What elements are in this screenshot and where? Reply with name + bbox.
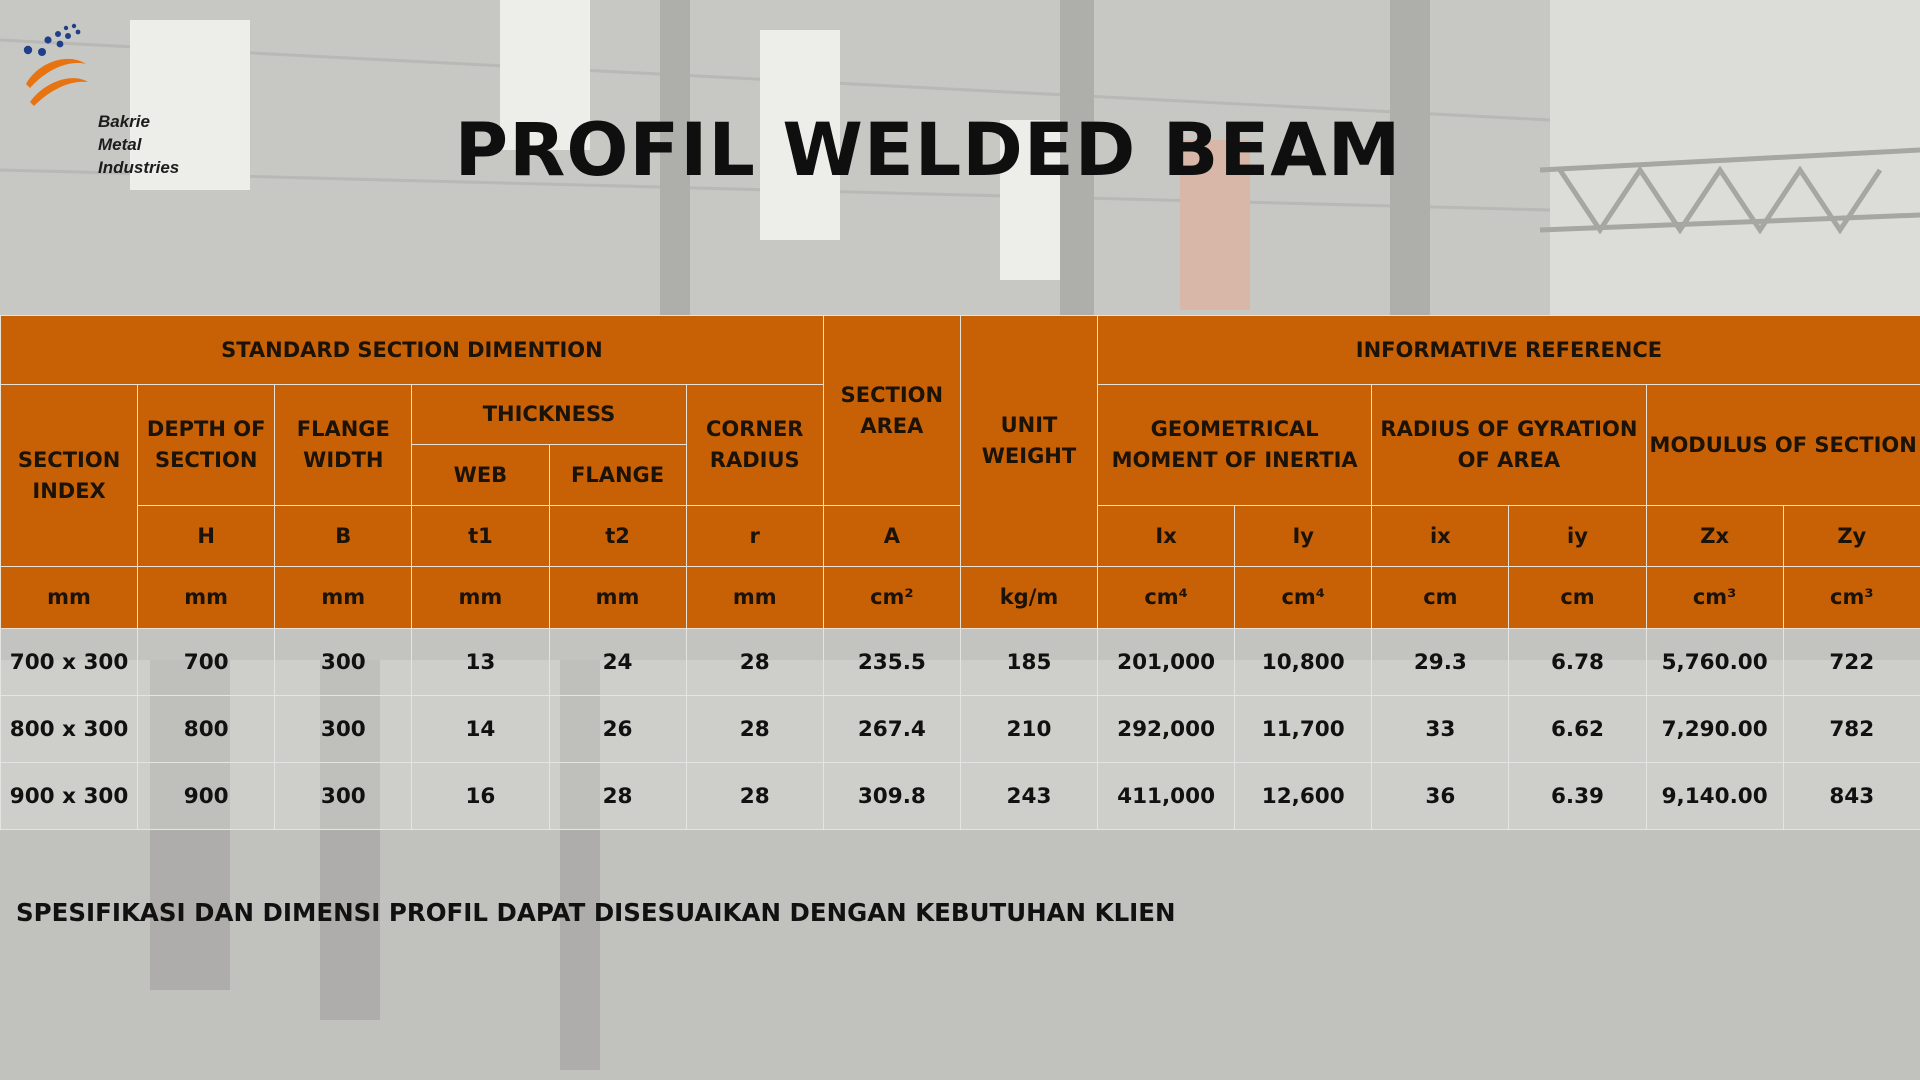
table-cell: 5,760.00 — [1645, 628, 1784, 696]
table-cell: 700 x 300 — [0, 628, 139, 696]
group-informative-reference: INFORMATIVE REFERENCE — [1097, 315, 1920, 385]
header-flange: FLANGE — [548, 444, 687, 506]
table-cell: 24 — [548, 628, 687, 696]
company-name-line: Industries — [98, 158, 180, 177]
table-cell: 300 — [274, 762, 413, 830]
unit-cell: mm — [411, 566, 550, 629]
table-cell: 33 — [1371, 695, 1510, 763]
symbol-cell: B — [274, 505, 413, 567]
table-cell: 12,600 — [1234, 762, 1373, 830]
symbol-cell: H — [137, 505, 276, 567]
header-moment-of-inertia: GEOMETRICAL MOMENT OF INERTIA — [1097, 384, 1373, 506]
unit-cell: cm⁴ — [1234, 566, 1373, 629]
unit-cell: cm — [1508, 566, 1647, 629]
table-cell: 700 — [137, 628, 276, 696]
table-cell: 900 x 300 — [0, 762, 139, 830]
table-cell: 14 — [411, 695, 550, 763]
company-name-line: Bakrie — [98, 112, 150, 131]
company-name-line: Metal — [98, 135, 142, 154]
table-cell: 6.78 — [1508, 628, 1647, 696]
table-cell: 26 — [548, 695, 687, 763]
table-cell: 185 — [959, 628, 1099, 696]
table-row: 900 x 300 900 300 16 28 28 309.8 243 411… — [0, 762, 1920, 830]
table-cell: 201,000 — [1097, 628, 1236, 696]
table-cell: 36 — [1371, 762, 1510, 830]
table-row: 800 x 300 800 300 14 26 28 267.4 210 292… — [0, 695, 1920, 763]
bakrie-swoosh-logo-icon — [23, 23, 88, 106]
header-row-units: mm mm mm mm mm mm cm² kg/m cm⁴ cm⁴ cm cm… — [0, 566, 1920, 629]
unit-cell: cm³ — [1645, 566, 1784, 629]
header-corner-radius: CORNER RADIUS — [685, 384, 824, 506]
table-cell: 210 — [959, 695, 1099, 763]
table-cell: 722 — [1782, 628, 1920, 696]
table-cell: 29.3 — [1371, 628, 1510, 696]
header-section-index: SECTION INDEX — [0, 384, 139, 567]
symbol-cell: Iy — [1234, 505, 1373, 567]
symbol-cell: t1 — [411, 505, 550, 567]
symbol-cell: Zx — [1645, 505, 1784, 567]
table-cell: 800 x 300 — [0, 695, 139, 763]
page-title: PROFIL WELDED BEAM — [454, 108, 1402, 193]
unit-cell: cm² — [822, 566, 961, 629]
unit-cell: mm — [137, 566, 276, 629]
table-row: 700 x 300 700 300 13 24 28 235.5 185 201… — [0, 628, 1920, 696]
table-cell: 309.8 — [822, 762, 961, 830]
table-cell: 16 — [411, 762, 550, 830]
symbol-cell: Ix — [1097, 505, 1236, 567]
header-section-area: SECTION AREA — [822, 315, 961, 506]
table-cell: 243 — [959, 762, 1099, 830]
table-cell: 782 — [1782, 695, 1920, 763]
header-row-symbols: H B t1 t2 r A Ix Iy ix iy Zx Zy — [1, 505, 1920, 567]
customization-note: SPESIFIKASI DAN DIMENSI PROFIL DAPAT DIS… — [16, 898, 1176, 927]
table-cell: 28 — [685, 695, 824, 763]
unit-cell: mm — [274, 566, 413, 629]
table-cell: 13 — [411, 628, 550, 696]
table-cell: 10,800 — [1234, 628, 1373, 696]
company-name: Bakrie Metal Industries — [98, 110, 179, 179]
header-flange-width: FLANGE WIDTH — [274, 384, 413, 506]
welded-beam-spec-table: STANDARD SECTION DIMENTION SECTION AREA … — [0, 315, 1920, 830]
table-cell: 292,000 — [1097, 695, 1236, 763]
header-row-thickness: WEB FLANGE — [1, 444, 1920, 506]
company-logo: Bakrie Metal Industries — [20, 22, 180, 177]
unit-cell: kg/m — [959, 566, 1099, 629]
table-cell: 267.4 — [822, 695, 961, 763]
unit-cell: cm⁴ — [1097, 566, 1236, 629]
unit-cell: mm — [548, 566, 687, 629]
header-unit-weight: UNIT WEIGHT — [959, 315, 1099, 567]
table-cell: 9,140.00 — [1645, 762, 1784, 830]
table-cell: 28 — [685, 628, 824, 696]
header-modulus-of-section: MODULUS OF SECTION — [1645, 384, 1920, 506]
table-cell: 28 — [685, 762, 824, 830]
unit-cell: cm³ — [1782, 566, 1920, 629]
header-depth-of-section: DEPTH OF SECTION — [137, 384, 276, 506]
unit-cell: mm — [0, 566, 139, 629]
header-row-groups: STANDARD SECTION DIMENTION SECTION AREA … — [0, 315, 1920, 567]
symbol-cell: Zy — [1782, 505, 1920, 567]
table-cell: 900 — [137, 762, 276, 830]
table-cell: 6.39 — [1508, 762, 1647, 830]
table-cell: 800 — [137, 695, 276, 763]
table-cell: 11,700 — [1234, 695, 1373, 763]
symbol-cell: A — [822, 505, 961, 567]
symbol-cell: ix — [1371, 505, 1510, 567]
table-cell: 28 — [548, 762, 687, 830]
group-standard-section: STANDARD SECTION DIMENTION — [0, 315, 824, 385]
header-thickness: THICKNESS — [411, 384, 687, 445]
table-cell: 300 — [274, 628, 413, 696]
table-cell: 7,290.00 — [1645, 695, 1784, 763]
table-cell: 843 — [1782, 762, 1920, 830]
unit-cell: cm — [1371, 566, 1510, 629]
table-cell: 300 — [274, 695, 413, 763]
unit-cell: mm — [685, 566, 824, 629]
symbol-cell: r — [685, 505, 824, 567]
table-cell: 235.5 — [822, 628, 961, 696]
header-row-columns: SECTION INDEX DEPTH OF SECTION FLANGE WI… — [0, 384, 1920, 567]
table-cell: 6.62 — [1508, 695, 1647, 763]
symbol-cell: iy — [1508, 505, 1647, 567]
table-cell: 411,000 — [1097, 762, 1236, 830]
header-radius-of-gyration: RADIUS OF GYRATION OF AREA — [1371, 384, 1647, 506]
symbol-cell: t2 — [548, 505, 687, 567]
header-web: WEB — [411, 444, 550, 506]
